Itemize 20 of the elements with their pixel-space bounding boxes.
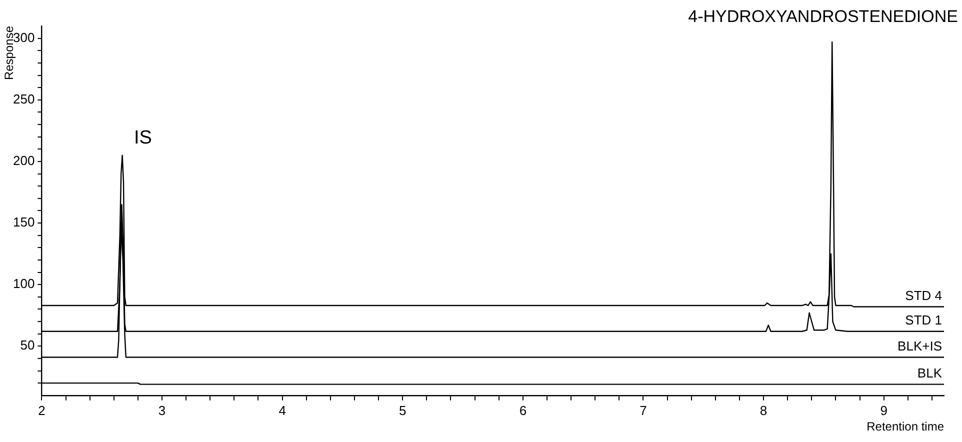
y-tick-label: 200 — [12, 153, 35, 168]
series-label: BLK — [917, 365, 942, 380]
x-tick-label: 8 — [760, 402, 768, 418]
y-tick-label: 250 — [12, 91, 35, 106]
y-tick-label: 150 — [12, 214, 35, 230]
x-tick-label: 7 — [640, 402, 647, 418]
x-tick-label: 5 — [398, 402, 406, 418]
x-tick-label: 3 — [158, 402, 166, 418]
series-label: STD 4 — [905, 288, 942, 303]
annotation: IS — [134, 128, 152, 149]
x-tick-label: 9 — [880, 402, 888, 418]
y-tick-label: 100 — [12, 276, 35, 292]
x-tick-label: 4 — [278, 402, 286, 418]
x-tick-label: 2 — [38, 402, 46, 418]
y-tick-label: 50 — [20, 338, 35, 353]
series-label: STD 1 — [905, 312, 942, 328]
series-label: BLK+IS — [898, 338, 942, 354]
text: 4-HYDROXYANDROSTENEDIONE — [688, 7, 958, 26]
x-tick-label: 6 — [519, 402, 527, 418]
x-axis-title: Retention time — [866, 420, 944, 434]
